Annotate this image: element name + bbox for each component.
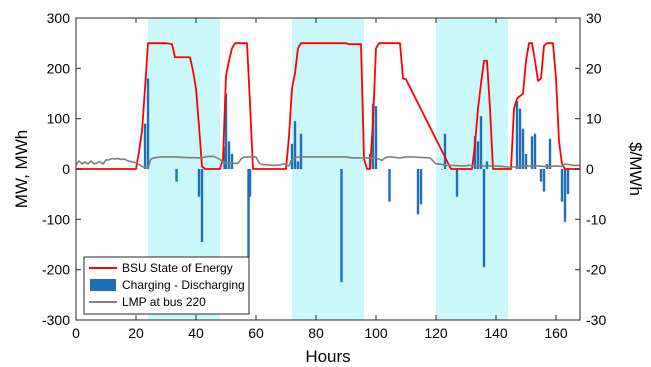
y-right-tick-label-1: -20 [586,262,606,278]
bar-5 [223,146,226,169]
y-left-tick-label-5: 200 [47,60,71,76]
bar-39 [548,138,552,169]
y-left-tick-label-3: 0 [62,161,70,177]
bar-25 [473,136,477,169]
y-left-axis-title: MW, MWh [12,130,31,208]
bar-10 [248,169,252,197]
y-left-tick-label-1: -200 [42,262,70,278]
bar-21 [419,169,423,205]
y-left-tick-label-2: -100 [42,211,70,227]
legend-label-2: LMP at bus 220 [122,295,206,309]
series-line-0 [76,42,580,170]
series-line-2 [75,155,580,169]
bar-13 [296,161,300,169]
bar-6 [224,93,228,169]
bar-12 [293,121,297,169]
bar-36 [539,169,543,182]
legend-swatch-1 [90,279,116,291]
bar-34 [530,136,534,169]
y-right-tick-label-6: 30 [586,10,602,26]
y-left-tick-label-0: -300 [42,312,70,328]
legend: BSU State of Energy Charging - Dischargin… [83,256,250,315]
x-tick-label-5: 100 [364,325,388,341]
bar-41 [563,169,567,222]
shaded-region-1 [292,18,364,320]
y-right-tick-label-0: -30 [586,312,606,328]
x-tick-label-7: 140 [484,325,508,341]
y-right-tick-label-3: 0 [586,161,594,177]
x-tick-label-6: 120 [424,325,448,341]
bar-14 [299,133,303,169]
bar-42 [566,169,570,195]
y-right-tick-label-5: 20 [586,60,602,76]
y-right-axis-title: $/MWh [626,142,645,196]
bar-28 [482,169,486,268]
bar-31 [518,108,522,169]
bar-series [143,78,570,283]
bar-37 [542,169,546,192]
x-tick-label-1: 20 [128,325,144,341]
legend-label-0: BSU State of Energy [122,261,233,275]
x-axis-title: Hours [305,347,350,366]
bar-1 [146,78,150,169]
bar-19 [388,169,391,202]
bar-23 [443,133,447,169]
bar-18 [374,106,378,169]
bar-2 [175,169,178,182]
bar-40 [560,169,564,202]
bar-27 [479,116,483,169]
bar-20 [416,169,420,215]
bar-7 [227,141,231,169]
y-right-tick-label-4: 10 [586,111,602,127]
bar-15 [340,169,343,283]
y-left-tick-label-6: 300 [47,10,71,26]
y-right-tick-label-2: -10 [586,211,606,227]
bar-3 [197,169,201,197]
line-series [75,42,580,170]
bar-4 [200,169,204,242]
legend-label-1: Charging - Discharging [122,278,245,292]
x-tick-label-0: 0 [72,325,80,341]
bar-9 [247,169,250,258]
bar-24 [455,169,459,197]
x-tick-label-4: 80 [308,325,324,341]
bar-35 [533,133,537,169]
bar-26 [476,141,480,169]
bar-8 [230,153,234,169]
bar-32 [521,128,525,169]
y-left-tick-label-4: 100 [47,111,71,127]
x-tick-label-8: 160 [544,325,568,341]
bar-0 [143,123,147,169]
axes: 0 20 40 60 80 100 120 140 160-300-200-1000100200… [12,10,645,366]
bar-22 [440,169,444,170]
x-tick-label-2: 40 [188,325,204,341]
bar-11 [290,143,294,169]
bar-30 [515,101,519,169]
bar-17 [371,103,375,169]
bar-33 [524,153,528,169]
x-tick-label-3: 60 [248,325,264,341]
